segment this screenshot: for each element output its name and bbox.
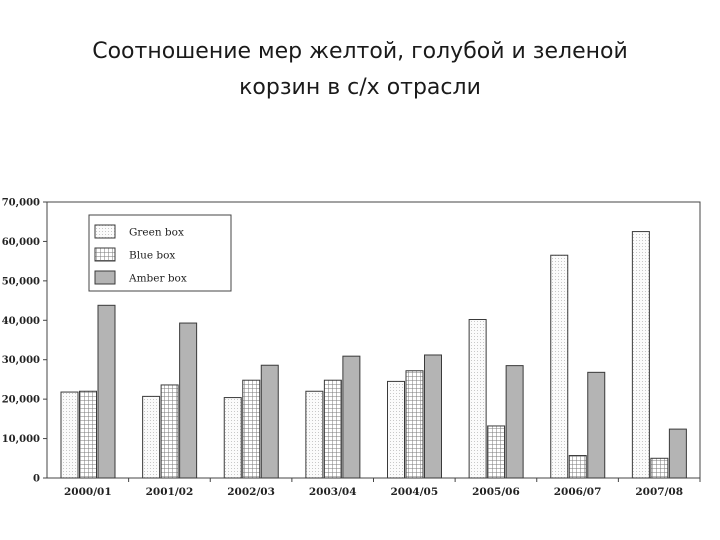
x-tick-label: 2002/03 — [227, 486, 275, 498]
y-tick-label: 20,000 — [2, 395, 40, 406]
y-tick-label: 10,000 — [2, 434, 40, 445]
bar-blue-box — [242, 379, 261, 479]
x-tick-label: 2003/04 — [309, 486, 357, 498]
legend-swatch — [94, 270, 116, 285]
bar-chart: 0 10,000 20,000 30,000 40,000 50,000 60,000 70,… — [2, 198, 701, 498]
y-tick-label: 40,000 — [2, 316, 40, 327]
y-tick-label: 30,000 — [2, 355, 40, 366]
bar-green-box — [468, 318, 487, 479]
legend-label: Amber box — [128, 273, 187, 285]
bar-green-box — [305, 390, 324, 479]
y-tick-label: 60,000 — [2, 237, 40, 248]
x-tick-label: 2006/07 — [554, 486, 602, 498]
bar-green-box — [550, 254, 569, 479]
bar-amber-box — [97, 304, 116, 479]
x-tick-label: 2007/08 — [635, 486, 683, 498]
bar-amber-box — [505, 365, 524, 479]
bar-blue-box — [568, 455, 587, 479]
bar-green-box — [631, 231, 650, 479]
bar-green-box — [142, 395, 161, 479]
bar-blue-box — [79, 390, 97, 479]
bar-blue-box — [405, 370, 424, 479]
legend-label: Blue box — [129, 250, 175, 262]
x-tick-label: 2004/05 — [390, 486, 438, 498]
legend-swatch — [94, 224, 116, 239]
bar-green-box — [223, 397, 242, 479]
bar-blue-box — [650, 457, 669, 479]
bar-blue-box — [160, 384, 179, 479]
bar-blue-box — [487, 425, 506, 479]
bar-amber-box — [424, 354, 442, 479]
y-tick-label: 50,000 — [2, 276, 40, 287]
x-tick-label: 2001/02 — [146, 486, 194, 498]
bar-amber-box — [587, 371, 606, 479]
legend-label: Green box — [129, 227, 184, 239]
bar-green-box — [387, 380, 405, 479]
y-tick-label: 70,000 — [2, 198, 40, 209]
bar-green-box — [60, 391, 79, 479]
bar-blue-box — [323, 379, 342, 479]
x-tick-label: 2000/01 — [64, 486, 112, 498]
slide-title-line-2: корзин в с/х отрасли — [239, 75, 481, 100]
slide-title-line-1: Соотношение мер желтой, голубой и зелено… — [92, 39, 628, 64]
bar-amber-box — [668, 428, 687, 479]
y-tick-label: 0 — [33, 474, 40, 485]
bar-amber-box — [179, 322, 198, 479]
x-tick-label: 2005/06 — [472, 486, 520, 498]
legend-swatch — [94, 247, 116, 262]
bar-amber-box — [342, 355, 361, 479]
bar-amber-box — [260, 364, 279, 479]
slide-title: Соотношение мер желтой, голубой и зелено… — [0, 34, 720, 106]
